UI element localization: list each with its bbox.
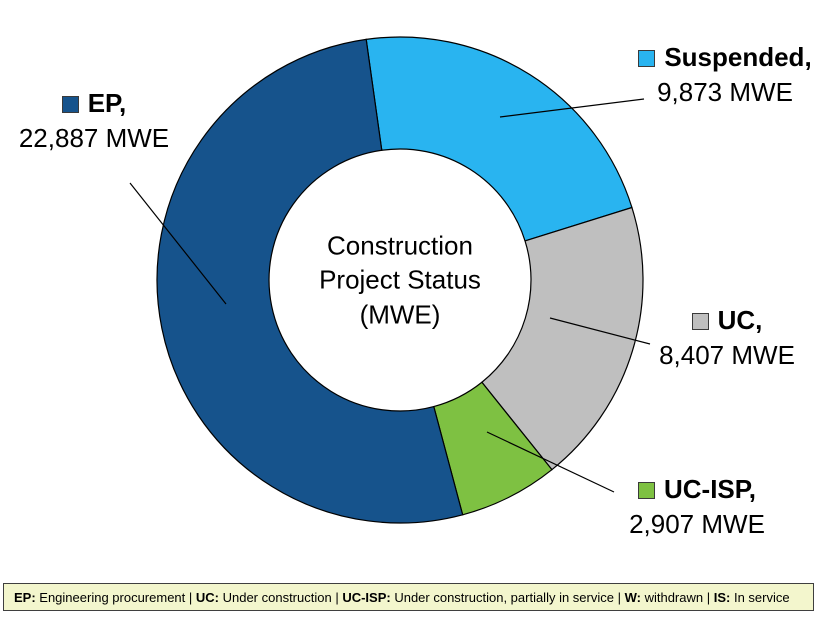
callout-suspended-value: 9,873 MWE [657, 77, 793, 107]
callout-suspended-line1: Suspended, [626, 40, 824, 75]
uc-legend-marker [691, 313, 709, 330]
callout-ep-name: EP, [87, 88, 127, 118]
footer-desc: withdrawn [640, 589, 704, 605]
callout-uc-isp: UC-ISP, 2,907 MWE [606, 472, 788, 542]
chart-center-title: Construction Project Status (MWE) [319, 230, 481, 330]
callout-uc-name: UC, [717, 305, 763, 335]
callout-ep: EP, 22,887 MWE [8, 86, 180, 156]
footer-separator: | [185, 589, 196, 605]
footer-abbr: EP: [14, 589, 36, 605]
footer-abbr: UC: [195, 589, 219, 605]
callout-uc-value: 8,407 MWE [659, 340, 795, 370]
slice-uc [481, 206, 644, 471]
callout-ep-line1: EP, [8, 86, 180, 121]
footer-legend-text: EP: Engineering procurement | UC: Under … [14, 590, 790, 605]
suspended-leader-line [499, 98, 645, 118]
footer-desc: Engineering procurement [35, 589, 186, 605]
callout-uc-isp-value: 2,907 MWE [629, 509, 765, 539]
footer-desc: In service [730, 589, 790, 605]
uc-isp-legend-marker [638, 482, 655, 499]
slice-ep [156, 38, 464, 524]
footer-separator: | [613, 589, 625, 605]
callout-ep-value: 22,887 MWE [18, 123, 170, 153]
uc-leader-line [549, 317, 651, 345]
callout-uc-line1: UC, [638, 303, 816, 338]
callout-suspended: Suspended, 9,873 MWE [626, 40, 824, 110]
donut-segments [156, 36, 644, 524]
footer-abbr: W: [624, 589, 641, 605]
footer-separator: | [331, 589, 343, 605]
callout-uc: UC, 8,407 MWE [638, 303, 816, 373]
footer-separator: | [703, 589, 714, 605]
footer-legend: EP: Engineering procurement | UC: Under … [3, 583, 814, 611]
callout-uc-isp-name: UC-ISP, [664, 474, 756, 504]
footer-desc: Under construction [218, 589, 332, 605]
uc-isp-leader-line [486, 431, 615, 493]
footer-abbr: UC-ISP: [342, 589, 391, 605]
ep-leader-line [129, 182, 227, 305]
donut-chart-svg [129, 36, 651, 524]
footer-abbr: IS: [713, 589, 731, 605]
callout-suspended-name: Suspended, [664, 42, 812, 72]
footer-desc: Under construction, partially in service [390, 589, 614, 605]
suspended-legend-marker [638, 50, 656, 67]
ep-legend-marker [61, 96, 79, 113]
callout-uc-isp-line1: UC-ISP, [606, 472, 788, 507]
slice-suspended [365, 36, 633, 242]
